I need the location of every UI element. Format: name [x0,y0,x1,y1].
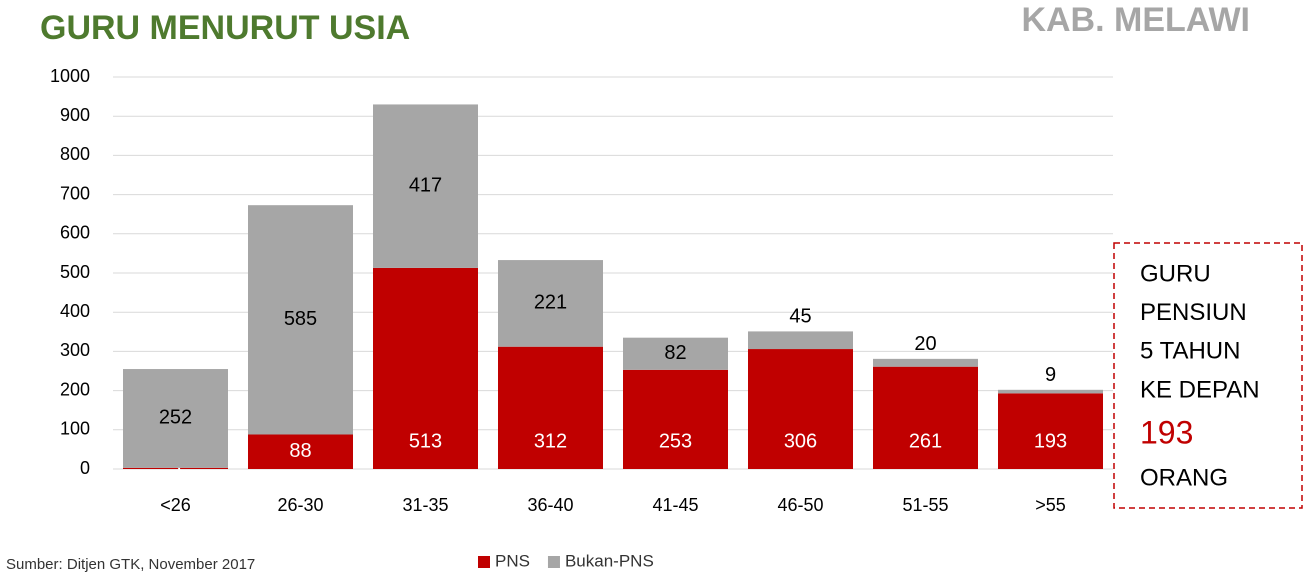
data-label: 45 [789,306,811,328]
y-tick-label: 200 [60,379,90,399]
bar-segment [873,358,978,367]
source: Sumber: Ditjen GTK, November 2017 [6,556,255,573]
y-tick-label: 0 [80,458,90,478]
bar-segment [748,349,853,469]
bar-segment [998,393,1103,469]
x-tick-label: <26 [160,495,191,515]
bar-segment [123,369,228,468]
y-tick-label: 900 [60,105,90,125]
annotation-line: PENSIUN [1140,299,1247,326]
y-tick-label: 1000 [50,66,90,86]
annotation-unit: ORANG [1140,464,1228,491]
annotation-line: KE DEPAN [1140,376,1260,403]
y-tick-label: 700 [60,183,90,203]
x-tick-label: 31-35 [402,495,448,515]
bar-segment [873,366,978,469]
legend-swatch [547,556,560,568]
y-tick-label: 800 [60,144,90,164]
bar-segment [998,389,1103,394]
bar-segment [623,337,728,370]
bar-segment [123,467,228,469]
data-label: 261 [909,430,942,452]
data-label: 513 [409,430,442,452]
y-tick-label: 100 [60,419,90,439]
bar-segment [248,434,353,469]
data-label: 252 [159,407,192,429]
data-label: 221 [534,292,567,314]
annotation-box [1113,242,1303,509]
data-label: 585 [284,308,317,330]
chart-title: GURU MENURUT USIA [40,9,410,47]
data-label: 20 [914,333,936,355]
legend-swatch [478,556,490,568]
annotation-line: 5 TAHUN [1140,338,1240,365]
data-label: 9 [1045,364,1056,386]
x-tick-label: 46-50 [777,495,823,515]
x-tick-label: 41-45 [652,495,698,515]
x-tick-label: 26-30 [277,495,323,515]
annotation-value: 193 [1140,414,1193,450]
bar-segment [623,369,728,469]
y-tick-label: 500 [60,262,90,282]
chart-subtitle: KAB. MELAWI [1021,1,1250,39]
x-tick-label: 51-55 [902,495,948,515]
y-tick-label: 400 [60,301,90,321]
bar-segment [248,205,353,435]
data-label: 417 [409,174,442,196]
y-tick-label: 600 [60,223,90,243]
data-label: 253 [659,430,692,452]
data-label: 306 [784,430,817,452]
bar-segment [498,346,603,469]
legend-label: PNS [495,551,530,570]
x-tick-label: 36-40 [527,495,573,515]
bar-segment [498,260,603,347]
legend-label: Bukan-PNS [565,551,654,570]
data-label: 193 [1034,430,1067,452]
bar-segment [373,267,478,469]
y-tick-label: 300 [60,340,90,360]
data-label: 82 [664,342,686,364]
bar-segment [748,331,853,350]
data-label: 312 [534,430,567,452]
annotation-line: GURU [1140,260,1211,287]
data-label: 88 [289,440,311,462]
x-tick-label: >55 [1035,495,1066,515]
bar-segment [373,104,478,268]
